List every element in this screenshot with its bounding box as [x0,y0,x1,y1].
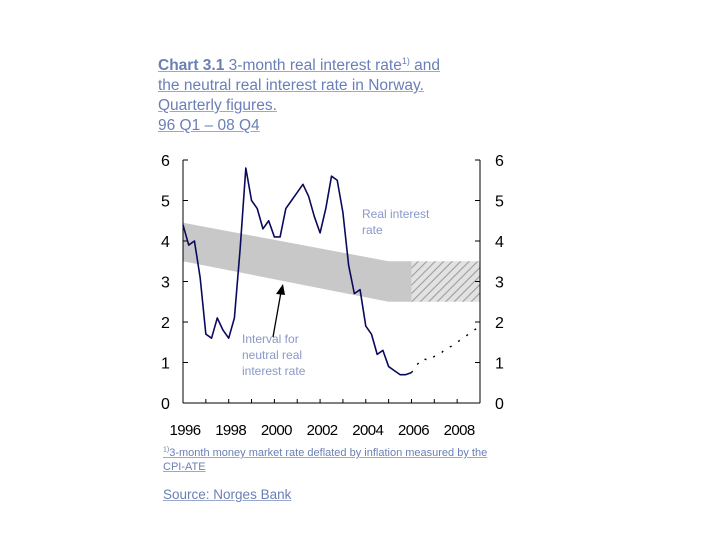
y-tick-label-right: 4 [495,234,504,251]
x-tick-label: 2004 [352,422,383,439]
title-superscript: 1) [401,55,410,66]
title-line-3: Quarterly figures. [158,97,277,114]
x-tick-label: 2002 [307,422,338,439]
title-line-2: the neutral real interest rate in Norway… [158,77,424,94]
x-tick-label: 1998 [215,422,246,439]
y-tick-label-left: 4 [161,234,170,251]
chart-title: Chart 3.1 3-month real interest rate1) a… [158,56,518,136]
y-tick-label-right: 3 [495,275,504,292]
neutral-interval-annotation-line: interest rate [242,364,306,378]
footnote-text: 3-month money market rate deflated by in… [163,447,488,473]
y-tick-label-right: 2 [495,315,504,332]
real-interest-rate-projection-line [410,325,481,374]
real-interest-rate-annotation-line: rate [362,223,383,237]
y-tick-label-right: 6 [495,153,504,170]
annotation-arrow-shaft [272,291,282,338]
y-tick-label-left: 3 [161,275,170,292]
title-line-4: 96 Q1 – 08 Q4 [158,117,260,134]
y-tick-label-right: 5 [495,194,504,211]
real-interest-rate-line [182,167,412,376]
y-tick-label-right: 0 [495,396,504,413]
x-tick-label: 2008 [444,422,475,439]
y-tick-label-right: 1 [495,356,504,373]
footnote: 1)3-month money market rate deflated by … [163,446,493,474]
y-tick-label-left: 6 [161,153,170,170]
neutral-interval-annotation-line: Interval for [242,332,299,346]
y-tick-label-left: 0 [161,396,170,413]
source-text: Norges Bank [213,487,292,502]
x-tick-label: 2000 [261,422,292,439]
real-interest-rate-annotation-line: Real interest [362,207,430,221]
neutral-interval-hatched-band [411,261,480,302]
y-tick-label-left: 1 [161,356,170,373]
footnote-marker: 1) [163,446,170,454]
title-line-1: Chart 3.1 3-month real interest rate1) a… [158,56,518,76]
title-label: Chart 3.1 [158,57,225,74]
source: Source: Norges Bank [163,487,291,502]
title-text: 3-month real interest rate [228,57,402,74]
annotation-arrow-head [276,284,285,295]
title-text-end: and [414,57,441,74]
source-label: Source: [163,487,210,502]
x-tick-label: 1996 [170,422,201,439]
x-tick-label: 2006 [398,422,429,439]
y-tick-label-left: 2 [161,315,170,332]
neutral-interval-annotation-line: neutral real [242,348,302,362]
y-tick-label-left: 5 [161,194,170,211]
